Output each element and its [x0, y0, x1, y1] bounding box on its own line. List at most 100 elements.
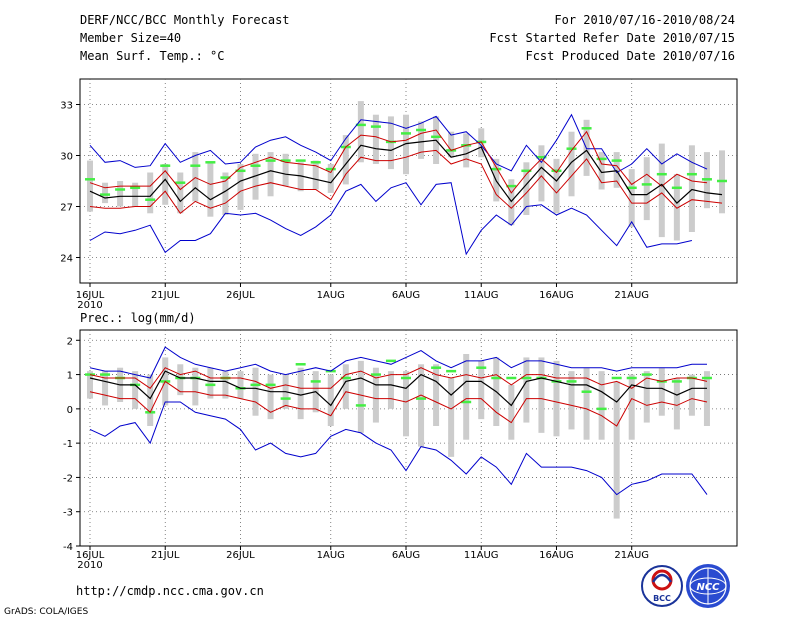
spread-bar — [147, 374, 154, 426]
x-tick-label: 1AUG — [317, 550, 345, 561]
upper-line — [89, 367, 708, 389]
x-tick-label: 16JUL — [76, 550, 105, 561]
spread-bar — [87, 160, 93, 212]
plot-frame — [79, 329, 738, 547]
spread-bar — [132, 371, 139, 409]
spread-bar — [523, 357, 530, 423]
spread-bar — [673, 174, 680, 241]
spread-bar — [267, 374, 274, 420]
upper-line — [89, 129, 708, 194]
min-line — [89, 401, 708, 496]
x-tick-label: 21JUL — [151, 550, 180, 561]
spread-bar — [102, 182, 109, 204]
spread-bar — [147, 172, 154, 214]
x-tick-label: 6AUG — [392, 290, 420, 301]
spread-bar — [568, 371, 575, 430]
spread-bar — [102, 371, 109, 406]
spread-bar — [207, 162, 214, 217]
spread-bar — [598, 152, 605, 190]
spread-bar — [643, 157, 650, 221]
y-tick-label: 33 — [60, 101, 73, 112]
y-tick-label: -3 — [63, 508, 73, 519]
x-tick-label: 21JUL — [151, 290, 180, 301]
spread-bar — [598, 371, 605, 440]
x-tick-label: 11AUG — [464, 550, 499, 561]
y-tick-label: 30 — [60, 152, 73, 163]
spread-bar — [372, 114, 379, 164]
spread-bar — [237, 371, 244, 399]
x-tick-label: 26JUL — [226, 290, 255, 301]
spread-bar — [87, 371, 93, 399]
temperature-panel: 24 27 30 33 16JUL 21JUL 26JUL 1AUG 6AUG 11AUG 16AU… — [60, 78, 738, 311]
spread-bar — [222, 371, 229, 399]
spread-bar — [463, 354, 470, 440]
y-tick-label: 0 — [67, 405, 73, 416]
x-tick-label: 16AUG — [539, 290, 574, 301]
x-tick-label: 21AUG — [614, 550, 649, 561]
spread-bar — [463, 133, 470, 168]
spread-bar — [327, 164, 334, 193]
spread-bar — [538, 357, 545, 433]
spread-bar — [267, 152, 274, 197]
max-line — [89, 113, 708, 174]
footer-url[interactable]: http://cmdp.ncc.cma.gov.cn — [76, 584, 264, 598]
spread-bar — [252, 367, 259, 416]
spread-bar — [418, 364, 425, 447]
y-tick-label: -2 — [63, 473, 73, 484]
spread-bar — [553, 158, 560, 214]
spread-bar — [538, 145, 545, 202]
spread-bar — [297, 367, 304, 420]
spread-bar — [237, 164, 244, 210]
spread-bar — [688, 145, 695, 232]
forecast-period: For 2010/07/16-2010/08/24 — [554, 13, 735, 27]
y-tick-label: 24 — [60, 254, 73, 265]
variable-prec: Prec.: log(mm/d) — [80, 311, 196, 325]
spread-bar — [403, 371, 409, 437]
x-tick-label: 1AUG — [317, 290, 345, 301]
spread-bar — [222, 172, 229, 215]
lower-line — [89, 380, 708, 427]
spread-bar — [342, 135, 349, 185]
x-tick-label: 16AUG — [539, 550, 574, 561]
spread-bar — [403, 114, 409, 175]
spread-bar — [327, 374, 334, 426]
x-year-label: 2010 — [77, 560, 102, 571]
spread-bar — [553, 360, 560, 437]
produced-date: Fcst Produced Date 2010/07/16 — [525, 49, 735, 63]
spread-bar — [433, 364, 440, 426]
lower-line — [89, 149, 723, 215]
bcc-logo: BCC — [641, 565, 683, 607]
spread-bar — [703, 371, 710, 426]
spread-bar — [613, 152, 620, 188]
spread-bar — [448, 131, 455, 158]
spread-bar — [628, 374, 635, 440]
spread-bar — [658, 143, 665, 238]
spread-bar — [162, 164, 169, 205]
spread-bar — [192, 367, 199, 406]
title-forecast-system: DERF/NCC/BCC Monthly Forecast — [80, 13, 290, 27]
member-size: Member Size=40 — [80, 31, 181, 45]
spread-bar — [372, 367, 379, 423]
spread-bar — [418, 121, 425, 159]
x-tick-label: 6AUG — [392, 550, 420, 561]
spread-bar — [613, 381, 620, 519]
y-tick-label: 27 — [60, 203, 73, 214]
bcc-logo-text: BCC — [653, 594, 671, 603]
spread-bar — [252, 153, 259, 200]
spread-bar — [312, 160, 319, 190]
spread-bar — [673, 378, 680, 430]
spread-bar — [448, 378, 455, 457]
x-tick-label: 21AUG — [614, 290, 649, 301]
spread-bar — [387, 371, 394, 409]
spread-bar — [177, 364, 184, 396]
spread-bar — [658, 367, 665, 416]
spread-bar — [643, 371, 650, 423]
ncc-logo-text: NCC — [696, 582, 720, 593]
spread-bar — [117, 181, 124, 207]
x-tick-label: 16JUL — [76, 290, 105, 301]
spread-bar — [478, 360, 485, 420]
spread-bar — [297, 162, 304, 192]
y-tick-label: -4 — [63, 542, 73, 553]
ncc-logo: NCC — [686, 564, 730, 608]
